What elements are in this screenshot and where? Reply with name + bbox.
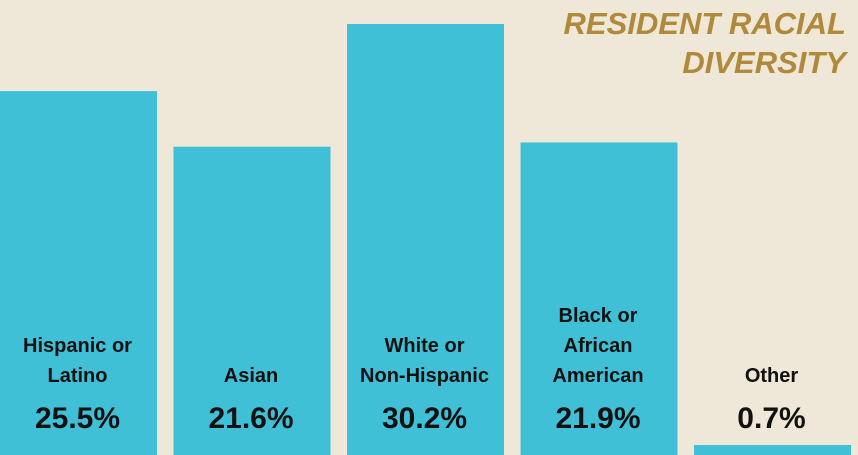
category-label-3-line-1: African (564, 335, 633, 357)
category-label-1-line-0: Asian (224, 365, 278, 387)
category-label-2-line-0: White or (385, 335, 465, 357)
value-label-3: 21.9% (555, 402, 640, 435)
chart-title: RESIDENT RACIAL DIVERSITY (564, 6, 850, 80)
category-label-4-line-0: Other (745, 365, 799, 387)
category-label-3-line-0: Black or (559, 305, 638, 327)
value-label-0: 25.5% (35, 402, 120, 435)
category-label-3-line-2: American (552, 365, 643, 387)
bar-2 (347, 24, 504, 455)
bar-3 (520, 142, 678, 455)
value-label-2: 30.2% (382, 402, 467, 435)
value-label-4: 0.7% (737, 402, 805, 435)
category-label-0-line-0: Hispanic or (23, 335, 132, 357)
bar-1 (173, 146, 331, 455)
category-label-2-line-1: Non-Hispanic (360, 365, 489, 387)
category-label-0-line-1: Latino (48, 365, 108, 387)
value-label-1: 21.6% (208, 402, 293, 435)
bars-group (0, 24, 851, 455)
bar-0 (0, 91, 157, 455)
chart-title-line-2: DIVERSITY (682, 45, 849, 80)
chart-title-line-1: RESIDENT RACIAL (564, 6, 846, 41)
labels-group: Hispanic or Latino 25.5% Asian 21.6% White or… (23, 305, 806, 435)
bar-4 (694, 445, 851, 455)
